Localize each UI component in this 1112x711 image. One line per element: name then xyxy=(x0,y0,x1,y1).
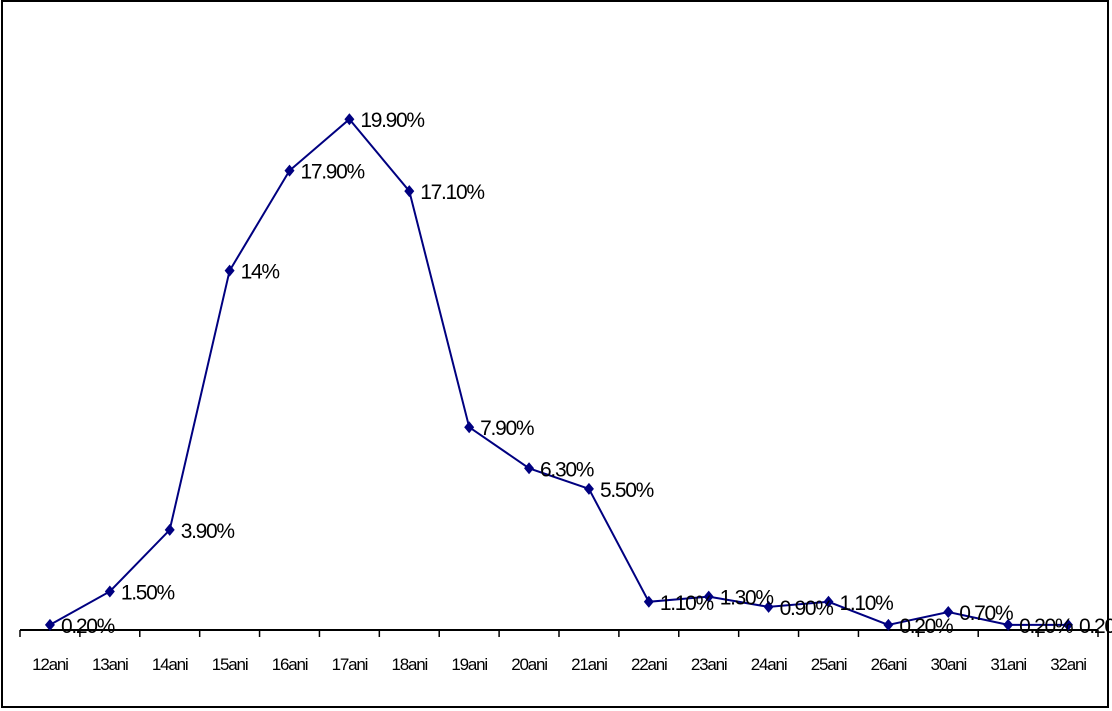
data-label: 17.10% xyxy=(420,181,484,204)
series-line-layer xyxy=(49,117,1069,626)
x-tick-label: 15ani xyxy=(212,655,248,674)
data-label: 0.70% xyxy=(959,602,1013,625)
data-label: 0.20% xyxy=(899,615,953,638)
x-tick-label: 30ani xyxy=(930,655,966,674)
data-label: 7.90% xyxy=(480,417,534,440)
x-tick-label: 23ani xyxy=(691,655,727,674)
data-point-marker xyxy=(643,595,654,608)
x-tick-label: 16ani xyxy=(272,655,308,674)
x-tick-label: 32ani xyxy=(1050,655,1086,674)
data-point-marker xyxy=(164,523,175,536)
data-point-marker xyxy=(404,185,415,198)
x-tick-label: 22ani xyxy=(631,655,667,674)
data-label: 0.90% xyxy=(780,597,834,620)
data-point-marker xyxy=(224,264,235,277)
data-point-marker xyxy=(1063,618,1074,631)
data-point-marker xyxy=(464,421,475,434)
x-tick-label: 13ani xyxy=(92,655,128,674)
data-point-marker xyxy=(44,618,55,631)
x-tick-label: 14ani xyxy=(152,655,188,674)
data-point-marker xyxy=(823,595,834,608)
x-tick-label: 21ani xyxy=(571,655,607,674)
x-tick-label: 26ani xyxy=(871,655,907,674)
data-label: 1.10% xyxy=(840,592,894,615)
data-point-marker xyxy=(763,600,774,613)
series-line xyxy=(49,117,1069,626)
data-label: 1.30% xyxy=(720,587,774,610)
data-point-marker xyxy=(524,462,535,475)
data-point-marker xyxy=(943,606,954,619)
x-tick-label: 31ani xyxy=(990,655,1026,674)
data-label: 1.50% xyxy=(121,582,175,605)
data-point-marker xyxy=(883,618,894,631)
x-axis xyxy=(19,629,1099,637)
data-label: 0.20% xyxy=(61,615,115,638)
data-label: 19.90% xyxy=(360,109,424,132)
x-tick-label: 17ani xyxy=(332,655,368,674)
x-tick-label: 24ani xyxy=(751,655,787,674)
x-tick-labels-layer: 12ani 13ani 14ani 15ani 16ani 17ani 18ani 19ani… xyxy=(32,655,1087,674)
data-label: 14% xyxy=(241,261,280,284)
data-point-marker xyxy=(284,164,295,177)
x-tick-label: 20ani xyxy=(511,655,547,674)
data-point-marker xyxy=(703,590,714,603)
markers-layer xyxy=(44,113,1074,631)
data-point-marker xyxy=(344,113,355,126)
data-label: 3.90% xyxy=(181,520,235,543)
data-point-marker xyxy=(1003,618,1014,631)
data-label: 0.20% xyxy=(1019,615,1073,638)
x-tick-label: 12ani xyxy=(32,655,68,674)
data-label: 1.10% xyxy=(660,592,714,615)
data-label: 5.50% xyxy=(600,479,654,502)
x-tick-label: 19ani xyxy=(451,655,487,674)
x-tick-label: 25ani xyxy=(811,655,847,674)
data-point-marker xyxy=(104,585,115,598)
x-tick-label: 18ani xyxy=(391,655,427,674)
data-label: 0.20% xyxy=(1079,615,1112,638)
data-labels-layer: 0.20% 1.50% 3.90% 14% 17.90% 19.90% 17.10% 7.90… xyxy=(61,109,1112,638)
data-label: 17.90% xyxy=(301,161,365,184)
data-point-marker xyxy=(583,482,594,495)
data-label: 6.30% xyxy=(540,458,594,481)
